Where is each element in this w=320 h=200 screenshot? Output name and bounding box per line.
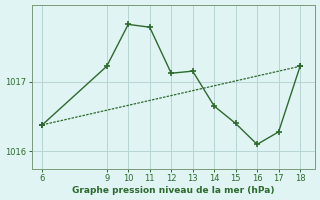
X-axis label: Graphe pression niveau de la mer (hPa): Graphe pression niveau de la mer (hPa) xyxy=(72,186,275,195)
